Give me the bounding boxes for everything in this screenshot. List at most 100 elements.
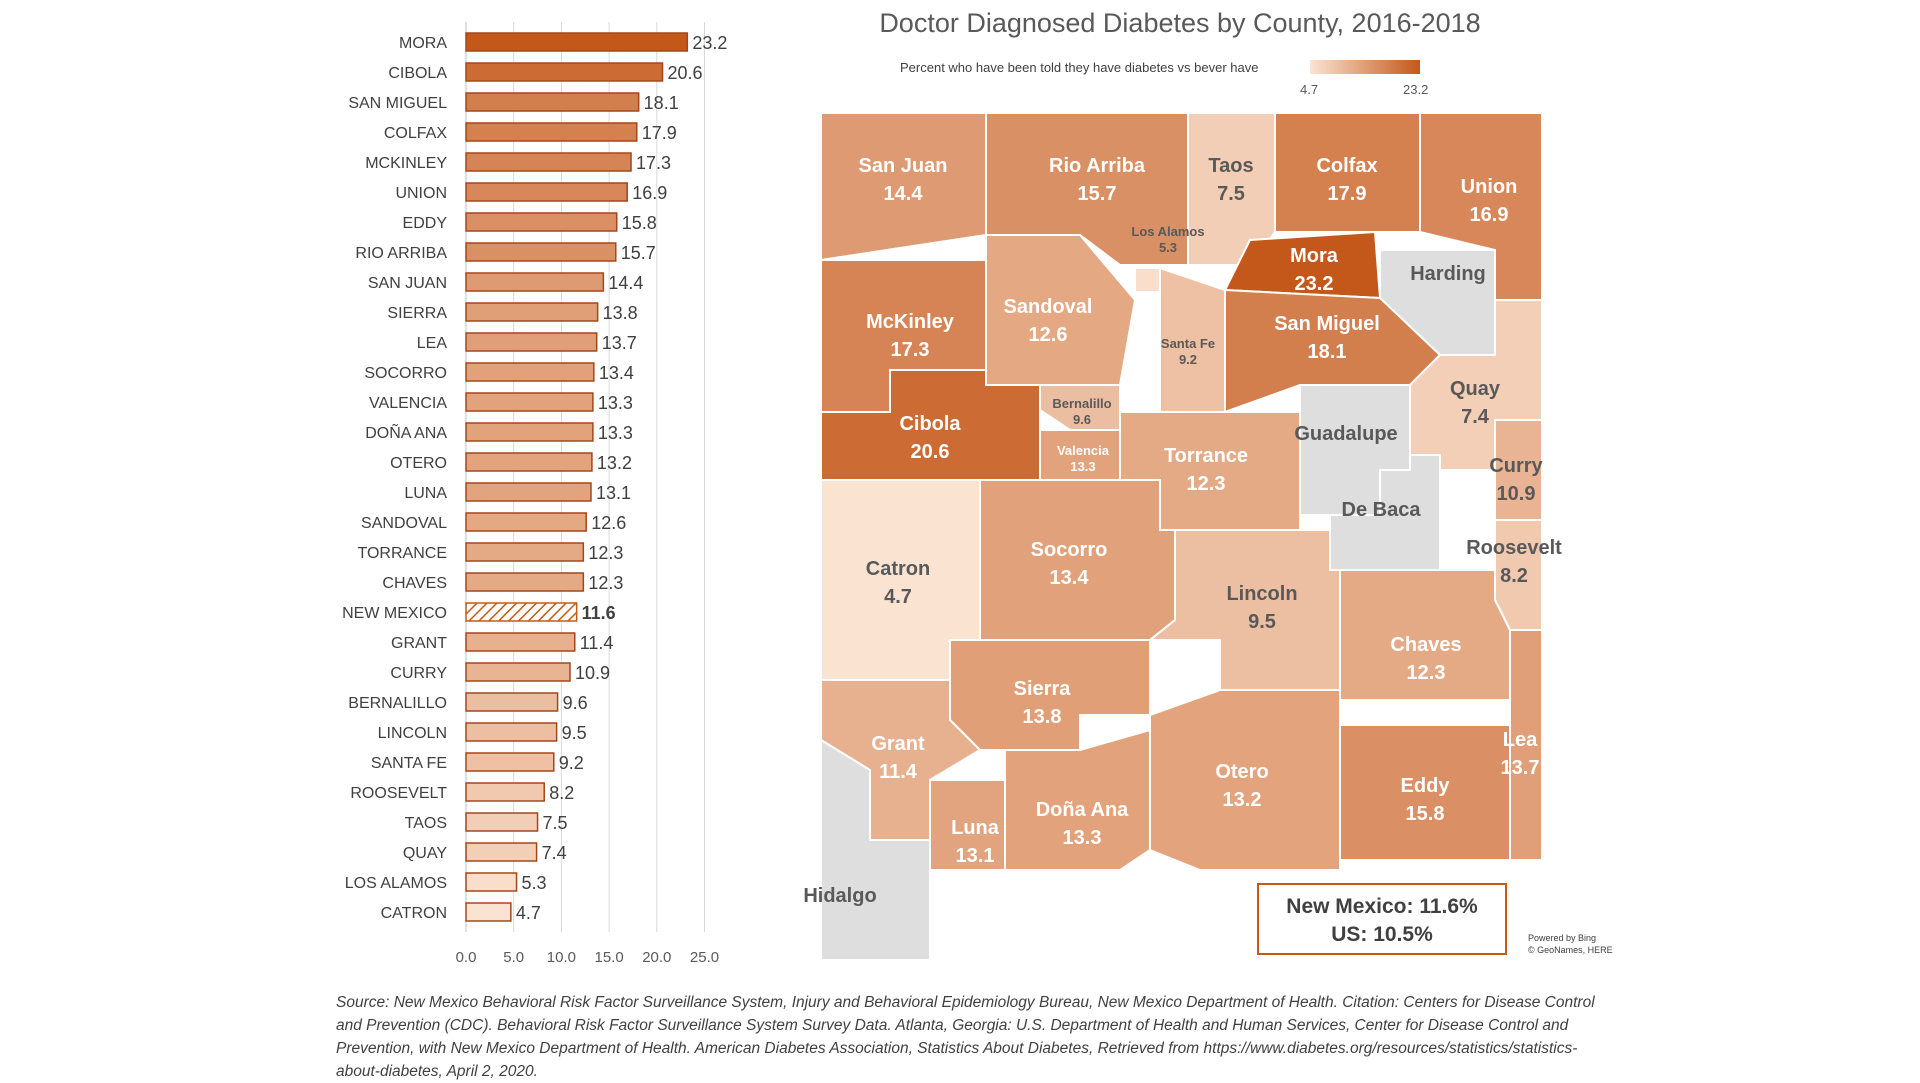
bar-category-label: SOCORRO [364,365,447,382]
bar [465,602,578,622]
source-citation: Source: New Mexico Behavioral Risk Facto… [336,994,1595,1080]
legend-max-value: 23.2 [1403,82,1429,97]
county-value: 7.5 [1217,183,1245,205]
bar-value-label: 15.7 [621,243,656,263]
bar [465,272,605,292]
county-name: Quay [1450,378,1501,400]
county-value: 12.3 [1407,662,1446,684]
bar [465,842,538,862]
county-name: Grant [871,733,925,755]
bar [465,512,587,532]
bar-value-label: 18.1 [644,93,679,113]
county-name: McKinley [866,311,955,333]
county-value: 12.6 [1029,324,1068,346]
county-name: Bernalillo [1052,396,1111,411]
bar-category-label: COLFAX [384,125,447,142]
county-name: Guadalupe [1294,423,1397,445]
bar [465,152,632,172]
county-value: 17.9 [1328,183,1367,205]
bar [465,212,618,232]
county-name: Torrance [1164,445,1248,467]
bar [465,62,664,82]
county-bar-chart: 0.0 5.0 10.0 15.0 20.0 25.0 MORA 23.2 CIBOLA 20.… [342,22,727,966]
county-name: Santa Fe [1161,336,1215,351]
summary-box: New Mexico: 11.6% US: 10.5% [1257,883,1507,955]
county-shape [820,738,931,961]
x-tick-label: 15.0 [594,949,623,966]
bar-category-label: LUNA [404,485,447,502]
county-shape [1147,529,1341,691]
county-value: 9.5 [1248,611,1276,633]
x-tick-label: 0.0 [456,949,477,966]
county-value: 7.4 [1461,406,1490,428]
bar-value-label: 13.2 [597,453,632,473]
county-name: Chaves [1390,634,1461,656]
county-name: Catron [866,558,930,580]
bar-category-label: LINCOLN [378,725,447,742]
county-name: Harding [1410,263,1486,285]
county-value: 13.7 [1501,757,1540,779]
county-value: 9.6 [1073,412,1091,427]
bar-value-label: 5.3 [522,873,547,893]
county-value: 11.4 [879,761,918,783]
bar-category-label: SAN JUAN [368,275,447,292]
powered-by: Powered by Bing [1528,933,1597,943]
county-name: Socorro [1031,539,1108,561]
bar-value-label: 20.6 [668,63,703,83]
bar [465,542,585,562]
county-name: Union [1461,176,1518,198]
bar-category-label: BERNALILLO [348,695,447,712]
county-name: San Juan [859,155,948,177]
legend-min-value: 4.7 [1300,82,1319,97]
county-value: 13.3 [1070,459,1095,474]
bar [465,332,598,352]
county-value: 17.3 [891,339,930,361]
bar-value-label: 17.3 [636,153,671,173]
county-value: 4.7 [884,586,912,608]
bar-value-label: 7.4 [542,843,567,863]
bar-category-label: EDDY [403,215,448,232]
bar [465,92,640,112]
county-value: 13.4 [1050,567,1090,589]
bar-category-label: SANTA FE [371,755,447,772]
bar-value-label: 12.6 [591,513,626,533]
bar-value-label: 9.5 [562,723,587,743]
bar-value-label: 11.4 [580,633,614,653]
bar-value-label: 13.3 [598,423,633,443]
county-name: Sandoval [1004,296,1093,318]
county-name: Los Alamos [1131,224,1204,239]
legend-color-ramp [1310,60,1420,74]
bar-value-label: 4.7 [516,903,541,923]
county-value: 18.1 [1308,341,1347,363]
county-shape [1409,299,1543,471]
county-value: 9.2 [1179,352,1197,367]
bar-category-label: TORRANCE [358,545,448,562]
county-value: 13.3 [1063,827,1102,849]
bar-value-label: 13.4 [599,363,634,383]
bar [465,122,638,142]
bar-category-label: NEW MEXICO [342,605,447,622]
bar-category-label: GRANT [391,635,447,652]
county-shape [1004,728,1151,871]
bar [465,902,512,922]
county-name: De Baca [1342,499,1422,521]
bar [465,752,555,772]
county-shape [1339,724,1511,861]
bar-value-label: 13.1 [596,483,631,503]
bar-value-label: 12.3 [588,573,623,593]
county-name: Hidalgo [803,885,876,907]
summary-us: US: 10.5% [1331,923,1433,946]
county-value: 10.9 [1497,483,1536,505]
bar-category-label: UNION [395,185,447,202]
bar-category-label: VALENCIA [369,395,447,412]
bar [465,662,571,682]
county-value: 13.1 [956,845,995,867]
bar-category-label: TAOS [405,815,447,832]
county-name: Eddy [1401,775,1451,797]
x-tick-label: 5.0 [503,949,524,966]
bar-value-label: 7.5 [543,813,568,833]
bar-value-label: 13.7 [602,333,637,353]
bar-category-label: CURRY [390,665,447,682]
bar [465,872,518,892]
bar-category-label: ROOSEVELT [350,785,447,802]
